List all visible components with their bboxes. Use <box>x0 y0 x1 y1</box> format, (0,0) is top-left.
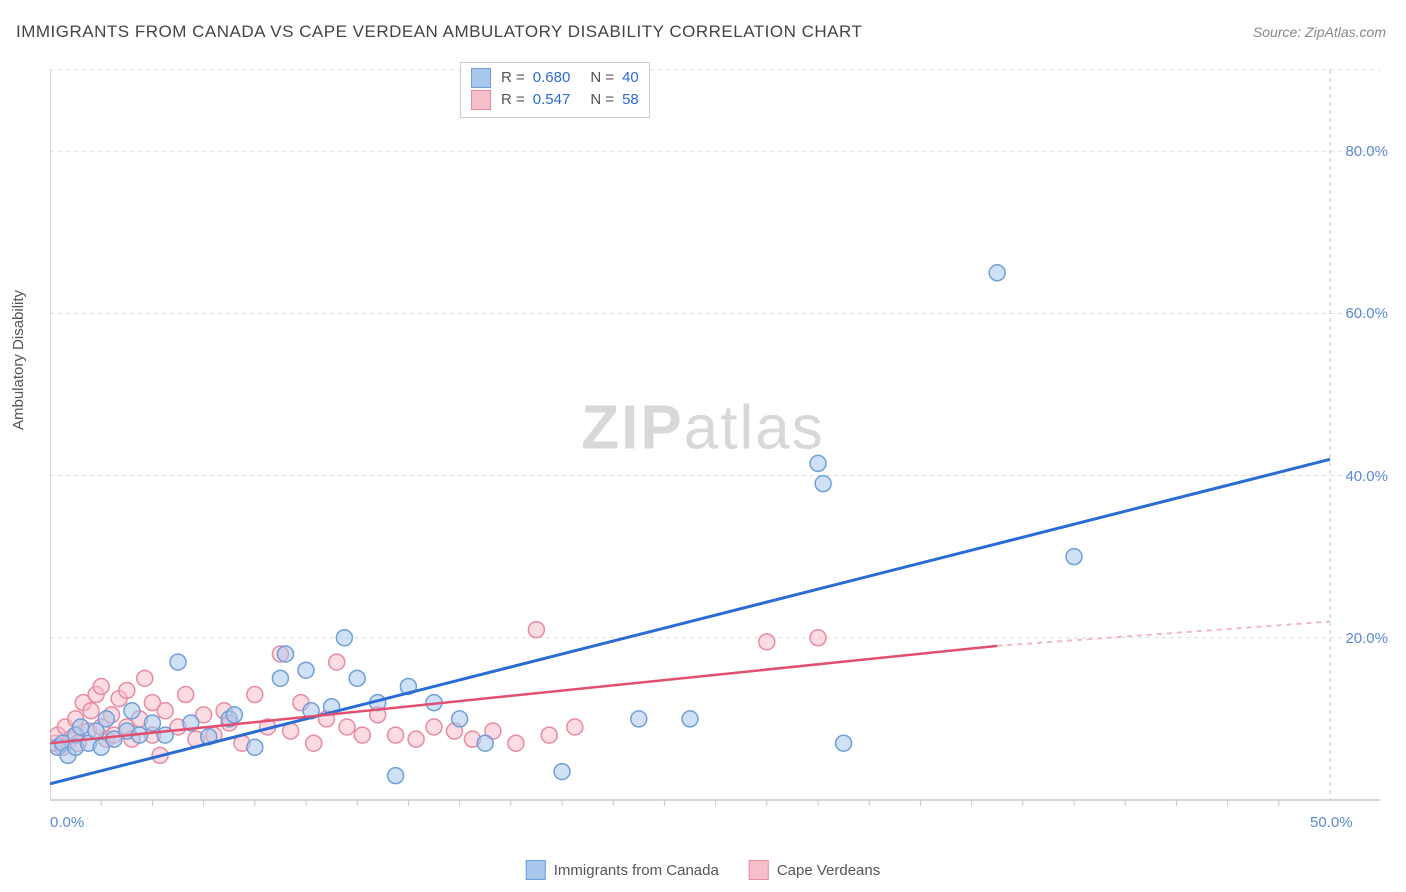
legend-item-canada: Immigrants from Canada <box>526 860 719 880</box>
y-tick-label: 80.0% <box>1345 143 1388 160</box>
swatch-capeverdean <box>749 860 769 880</box>
series-legend: Immigrants from Canada Cape Verdeans <box>526 860 880 880</box>
legend-item-capeverdean: Cape Verdeans <box>749 860 880 880</box>
y-tick-label: 20.0% <box>1345 630 1388 647</box>
y-axis-label: Ambulatory Disability <box>10 290 27 430</box>
legend-row-canada: R = 0.680 N = 40 <box>471 67 639 89</box>
n-label: N = <box>590 89 614 111</box>
swatch-canada <box>526 860 546 880</box>
swatch-canada <box>471 68 491 88</box>
legend-label-canada: Immigrants from Canada <box>554 862 719 879</box>
n-value-capeverdean: 58 <box>622 89 639 111</box>
r-label: R = <box>501 89 525 111</box>
x-tick-label: 50.0% <box>1310 814 1353 831</box>
correlation-legend: R = 0.680 N = 40 R = 0.547 N = 58 <box>460 62 650 118</box>
x-tick-label: 0.0% <box>50 814 84 831</box>
r-value-canada: 0.680 <box>533 67 571 89</box>
scatter-chart-svg <box>50 60 1380 830</box>
r-label: R = <box>501 67 525 89</box>
source-attribution: Source: ZipAtlas.com <box>1253 24 1386 40</box>
swatch-capeverdean <box>471 90 491 110</box>
r-value-capeverdean: 0.547 <box>533 89 571 111</box>
chart-plot-area <box>50 60 1380 830</box>
y-tick-label: 60.0% <box>1345 305 1388 322</box>
legend-row-capeverdean: R = 0.547 N = 58 <box>471 89 639 111</box>
y-tick-label: 40.0% <box>1345 468 1388 485</box>
n-label: N = <box>590 67 614 89</box>
legend-label-capeverdean: Cape Verdeans <box>777 862 880 879</box>
n-value-canada: 40 <box>622 67 639 89</box>
chart-title: IMMIGRANTS FROM CANADA VS CAPE VERDEAN A… <box>16 22 862 42</box>
